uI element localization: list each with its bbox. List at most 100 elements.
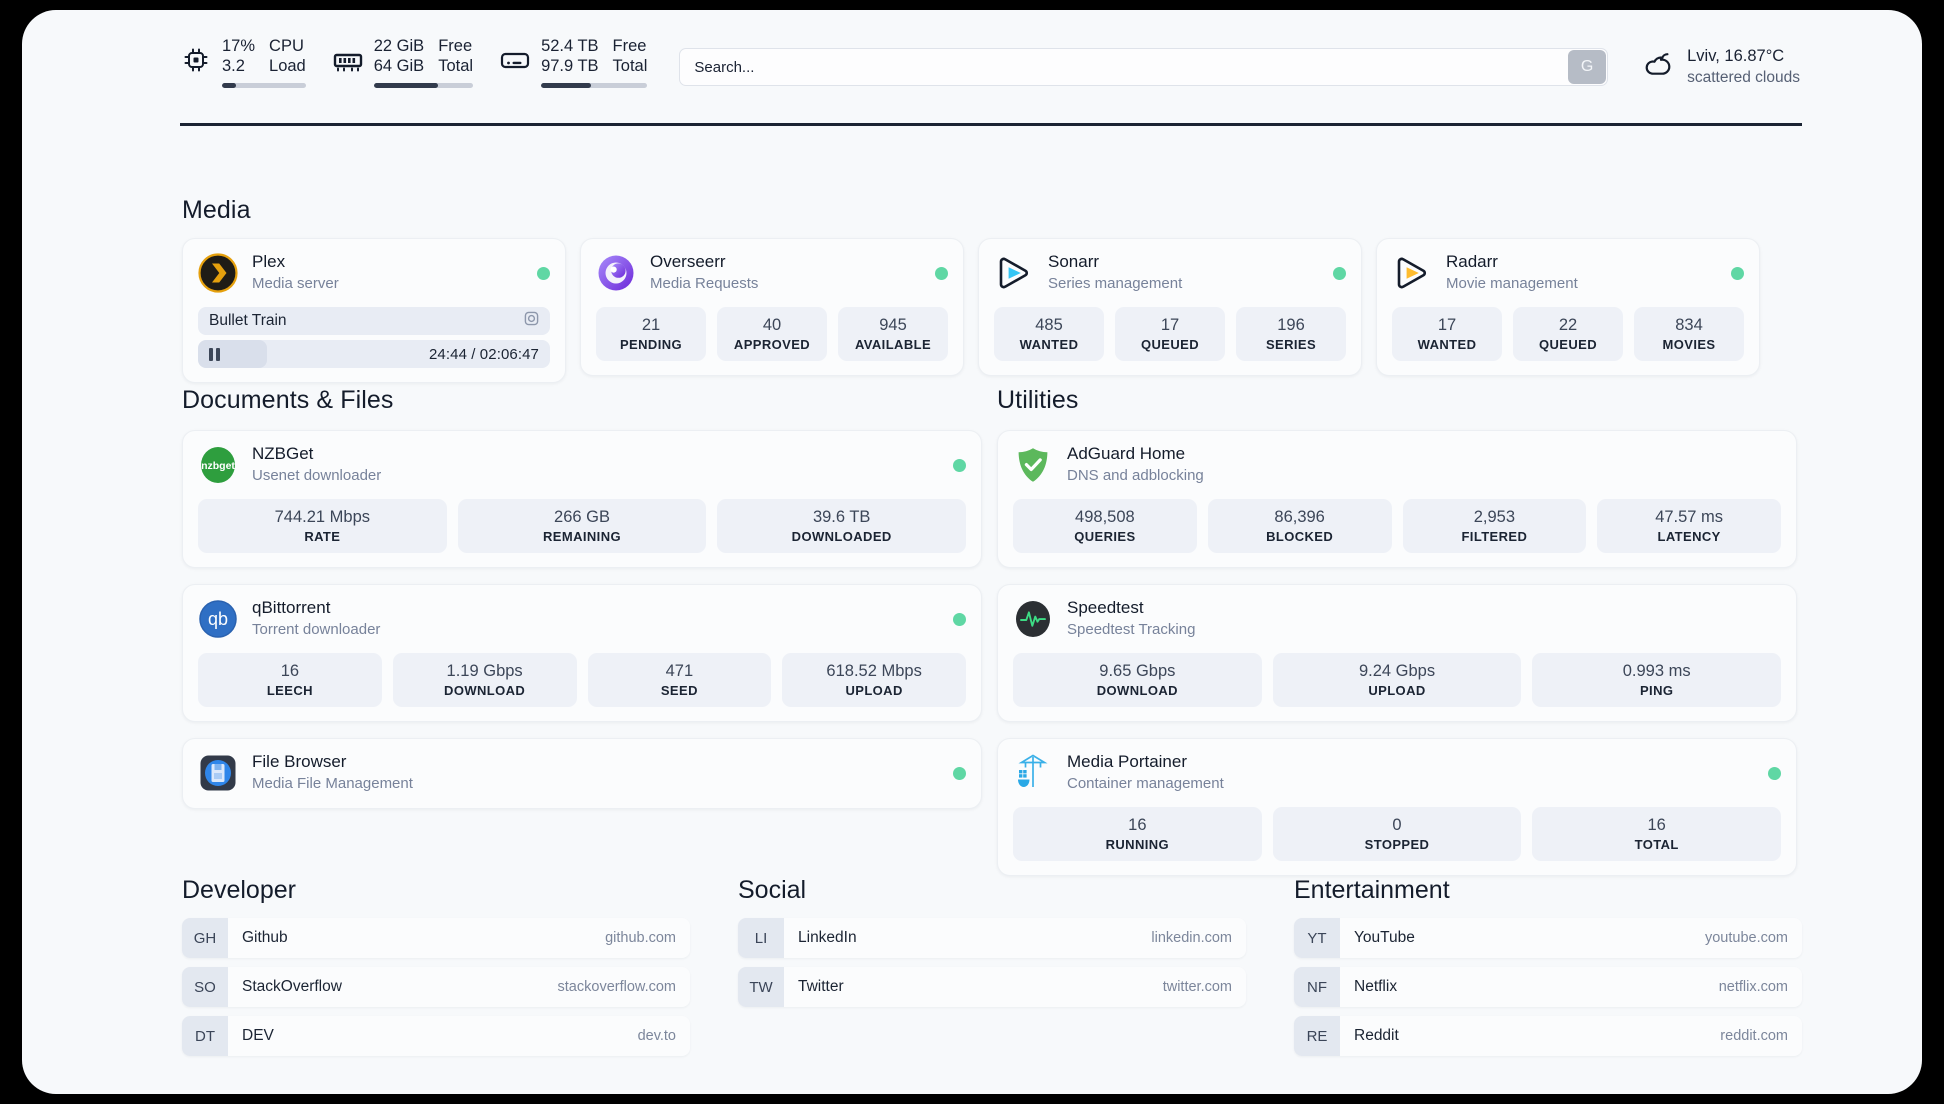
system-stats: 17% CPU 3.2 Load 22 GiB Free 64 GiB Total 52.4 T… — [180, 37, 673, 98]
utilities-section: Utilities — [997, 386, 1797, 415]
service-name: Media Portainer — [1067, 752, 1188, 771]
bookmark-link[interactable]: YT YouTube youtube.com — [1294, 918, 1802, 958]
bookmark-url: youtube.com — [1704, 930, 1788, 946]
disk-icon — [499, 43, 531, 77]
stat-tile-label: WANTED — [1417, 337, 1477, 352]
bookmark-link[interactable]: SO StackOverflow stackoverflow.com — [182, 967, 690, 1007]
stat-tile-value: 266 GB — [554, 508, 610, 526]
status-indicator-online — [953, 612, 966, 626]
scattered-clouds-icon — [1638, 51, 1674, 84]
bookmark-groups: Developer GH Github github.com SO StackOverfl… — [182, 876, 1802, 1065]
stat-tiles: 9.65 Gbps DOWNLOAD 9.24 Gbps UPLOAD 0.993 ms… — [1013, 653, 1782, 707]
stat-label-secondary: Total — [438, 56, 474, 75]
bookmark-link[interactable]: TW Twitter twitter.com — [738, 967, 1246, 1007]
radarr-logo — [1392, 253, 1432, 293]
service-name: Radarr — [1446, 252, 1498, 271]
service-name: Speedtest — [1067, 598, 1144, 617]
stat-tile-value: 471 — [665, 662, 694, 680]
stat-tile: 22 QUEUED — [1513, 307, 1623, 361]
service-description: Media File Management — [252, 775, 413, 792]
stat-tile: 21 PENDING — [596, 307, 706, 361]
stat-tile: 9.24 Gbps UPLOAD — [1272, 653, 1522, 707]
stat-tile-label: PING — [1639, 683, 1674, 698]
bookmark-link[interactable]: GH Github github.com — [182, 918, 690, 958]
playback-progress[interactable]: 24:44 / 02:06:47 — [198, 340, 550, 368]
stat-tile: 0.993 ms PING — [1532, 653, 1782, 707]
bookmark-group-social: Social LI LinkedIn linkedin.com TW Twitter twi… — [738, 876, 1246, 1065]
stat-tile-label: QUEUED — [1140, 337, 1200, 352]
cast-icon[interactable] — [524, 311, 539, 331]
status-indicator-online — [935, 266, 948, 280]
stat-tile-value: 1.19 Gbps — [446, 662, 523, 680]
stat-tile: 47.57 ms LATENCY — [1597, 499, 1781, 553]
stat-tile: 40 APPROVED — [717, 307, 827, 361]
stat-tile-value: 21 — [641, 316, 661, 334]
bookmark-name: Github — [242, 929, 288, 946]
stat-cpu: 17% CPU 3.2 Load — [180, 37, 306, 98]
stat-tile: 39.6 TB DOWNLOADED — [717, 499, 967, 553]
service-card-speedtest[interactable]: Speedtest Speedtest Tracking 9.65 Gbps DOWN… — [997, 584, 1797, 722]
bookmark-name: YouTube — [1354, 929, 1415, 946]
bookmark-link[interactable]: NF Netflix netflix.com — [1294, 967, 1802, 1007]
stat-tile: 266 GB REMAINING — [457, 499, 707, 553]
service-description: Speedtest Tracking — [1067, 621, 1196, 638]
documents-cards: nzbget NZBGet Usenet downloader 744.21 Mbps… — [182, 430, 982, 825]
service-card-radarr[interactable]: Radarr Movie management 17 WANTED 22 QUEUED 83… — [1376, 238, 1760, 376]
service-card-overseerr[interactable]: Overseerr Media Requests 21 PENDING 40 APPROV… — [580, 238, 964, 376]
stat-tile-value: 47.57 ms — [1655, 508, 1724, 526]
weather-widget[interactable]: Lviv, 16.87°C scattered clouds — [1638, 46, 1800, 88]
adguard-logo — [1013, 445, 1053, 485]
service-card-media-portainer[interactable]: Media Portainer Container management 16 RUN… — [997, 738, 1797, 876]
bookmark-abbreviation: DT — [182, 1016, 228, 1056]
bookmark-group-title: Entertainment — [1294, 876, 1450, 904]
service-card-plex[interactable]: Plex Media server Bullet Train 24:44 / 02:0… — [182, 238, 566, 383]
stat-tile: 498,508 QUERIES — [1013, 499, 1197, 553]
search-bar[interactable]: G — [679, 48, 1609, 86]
bookmark-link[interactable]: LI LinkedIn linkedin.com — [738, 918, 1246, 958]
search-engine-button[interactable]: G — [1568, 50, 1607, 84]
bookmark-link[interactable]: RE Reddit reddit.com — [1294, 1016, 1802, 1056]
service-card-adguard-home[interactable]: AdGuard Home DNS and adblocking 498,508 QUE… — [997, 430, 1797, 568]
stat-tile-label: PENDING — [619, 337, 683, 352]
bookmark-url: reddit.com — [1720, 1028, 1788, 1044]
bookmark-abbreviation: RE — [1294, 1016, 1340, 1056]
stat-tile: 17 WANTED — [1392, 307, 1502, 361]
stat-tiles: 17 WANTED 22 QUEUED 834 MOVIES — [1392, 307, 1744, 361]
now-playing-row[interactable]: Bullet Train — [198, 307, 550, 335]
stat-tile-value: 17 — [1437, 316, 1457, 334]
service-card-qbittorrent[interactable]: qb qBittorrent Torrent downloader 16 LEECH 1.… — [182, 584, 982, 722]
service-name: File Browser — [252, 752, 347, 771]
service-name: NZBGet — [252, 444, 314, 463]
bookmark-abbreviation: YT — [1294, 918, 1340, 958]
stat-tile: 618.52 Mbps UPLOAD — [782, 653, 966, 707]
service-card-nzbget[interactable]: nzbget NZBGet Usenet downloader 744.21 Mbps… — [182, 430, 982, 568]
header-divider — [180, 123, 1802, 126]
bookmark-name: DEV — [242, 1027, 274, 1044]
service-card-file-browser[interactable]: File Browser Media File Management — [182, 738, 982, 809]
stat-tile: 86,396 BLOCKED — [1207, 499, 1392, 553]
stat-value-secondary: 3.2 — [222, 56, 245, 75]
stat-tile-value: 744.21 Mbps — [274, 508, 371, 526]
stat-label-secondary: Total — [612, 56, 648, 75]
stat-tile: 9.65 Gbps DOWNLOAD — [1013, 653, 1262, 707]
bookmark-name: Netflix — [1354, 978, 1398, 995]
documents-section-title: Documents & Files — [182, 386, 394, 414]
stat-tile-value: 16 — [1647, 816, 1666, 834]
now-playing-title: Bullet Train — [209, 312, 287, 329]
stat-tile: 0 STOPPED — [1272, 807, 1522, 861]
bookmark-group-entertainment: Entertainment YT YouTube youtube.com NF Netfl… — [1294, 876, 1802, 1065]
weather-temperature: Lviv, 16.87°C — [1687, 47, 1785, 65]
search-input[interactable] — [680, 49, 1568, 85]
pause-icon[interactable] — [209, 347, 220, 361]
service-card-sonarr[interactable]: Sonarr Series management 485 WANTED 17 QUEUED… — [978, 238, 1362, 376]
bookmark-name: Twitter — [798, 978, 844, 995]
stat-tile: 834 MOVIES — [1634, 307, 1744, 361]
stat-tile-value: 0.993 ms — [1622, 662, 1691, 680]
stat-tile-value: 196 — [1277, 316, 1305, 334]
bookmark-abbreviation: GH — [182, 918, 228, 958]
bookmark-name: Reddit — [1354, 1027, 1399, 1044]
bookmark-url: github.com — [605, 930, 676, 946]
service-description: Usenet downloader — [252, 467, 382, 484]
stat-label-secondary: Load — [269, 56, 306, 75]
bookmark-link[interactable]: DT DEV dev.to — [182, 1016, 690, 1056]
